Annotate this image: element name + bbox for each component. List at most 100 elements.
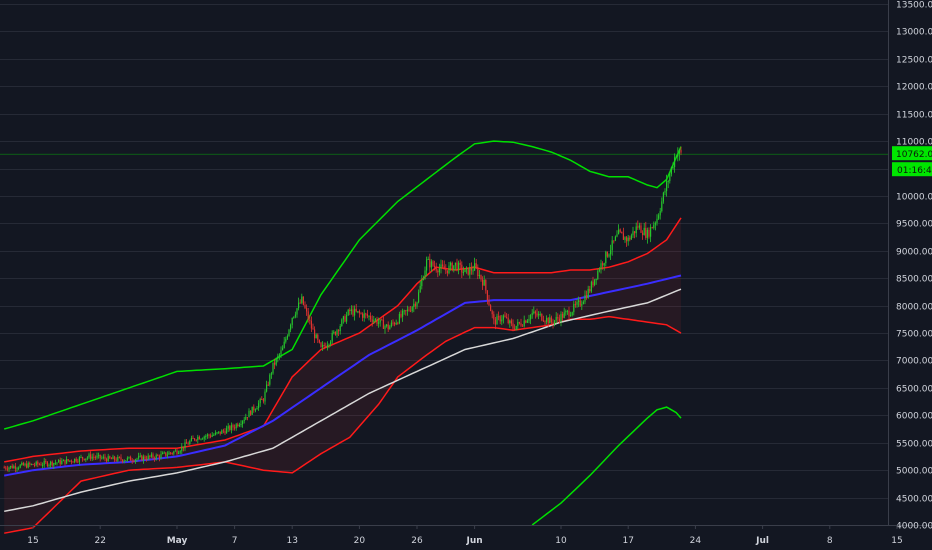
- candle-body: [394, 323, 396, 325]
- candle-body: [390, 322, 392, 327]
- candle-body: [341, 319, 343, 326]
- candle-body: [37, 461, 39, 465]
- candle-body: [269, 374, 271, 385]
- candle-body: [429, 259, 431, 268]
- candle-body: [421, 279, 423, 287]
- x-tick-label: 8: [827, 536, 833, 546]
- x-axis-ticks[interactable]: 15 22 May 7 13 20 26 Jun 10 17 24 Jul 8 15: [27, 525, 903, 546]
- candle-body: [480, 275, 482, 280]
- candle-body: [661, 201, 663, 212]
- candle-body: [534, 311, 536, 314]
- x-tick-label: 7: [232, 536, 238, 546]
- candle-body: [147, 455, 149, 460]
- candle-body: [466, 267, 468, 270]
- candle-body: [278, 354, 280, 357]
- candle-body: [202, 438, 204, 440]
- candle-body: [346, 315, 348, 322]
- candle-body: [306, 308, 308, 312]
- candle-body: [104, 456, 106, 459]
- candle-body: [122, 459, 124, 462]
- candle-body: [381, 319, 383, 321]
- candle-body: [112, 456, 114, 460]
- candle-body: [653, 224, 655, 229]
- candle-body: [613, 240, 615, 242]
- candle-body: [250, 410, 252, 415]
- candle-body: [442, 264, 444, 267]
- candle-body: [514, 328, 516, 330]
- candle-body: [107, 456, 109, 462]
- candle-body: [498, 316, 500, 318]
- last-price-label: 10762.00: [896, 150, 932, 160]
- candle-body: [222, 430, 224, 432]
- candle-body: [195, 440, 197, 441]
- candle-body: [350, 309, 352, 311]
- candle-body: [675, 156, 677, 158]
- candle-body: [603, 263, 605, 266]
- candle-body: [544, 321, 546, 323]
- candle-body: [197, 436, 199, 440]
- candle-body: [434, 265, 436, 267]
- candle-body: [640, 225, 642, 233]
- x-tick-label: 15: [27, 536, 38, 546]
- candle-body: [186, 442, 188, 444]
- candle-body: [562, 314, 564, 318]
- candle-body: [46, 462, 48, 466]
- candle-body: [64, 459, 66, 464]
- candle-body: [374, 319, 376, 321]
- candle-body: [187, 443, 189, 445]
- candle-body: [312, 328, 314, 330]
- candle-body: [355, 308, 357, 312]
- candle-body: [261, 399, 263, 400]
- moving-average-white: [4, 288, 682, 513]
- candle-body: [413, 303, 415, 307]
- indicator-lines: [4, 140, 682, 534]
- candle-body: [206, 434, 208, 437]
- candle-body: [438, 268, 440, 273]
- candle-body: [563, 312, 565, 318]
- candle-body: [357, 311, 359, 313]
- candle-body: [352, 309, 354, 316]
- candle-body: [304, 304, 306, 309]
- candle-body: [82, 457, 84, 459]
- candle-body: [530, 315, 532, 320]
- y-tick-label: 11000.00: [896, 138, 932, 148]
- candle-body: [115, 459, 117, 461]
- candle-body: [392, 322, 394, 324]
- candle-body: [461, 264, 463, 273]
- candle-body: [592, 281, 594, 286]
- candle-body: [262, 399, 264, 402]
- y-tick-label: 11500.00: [896, 111, 932, 121]
- candle-body: [142, 456, 144, 461]
- candle-body: [173, 451, 175, 454]
- candle-body: [550, 317, 552, 323]
- candle-body: [232, 425, 234, 428]
- candle-body: [347, 309, 349, 315]
- candle-body: [531, 313, 533, 316]
- candle-body: [648, 230, 650, 237]
- candle-body: [166, 454, 168, 456]
- candle-body: [296, 308, 298, 315]
- x-tick-label: 20: [354, 536, 366, 546]
- candle-body: [486, 290, 488, 300]
- candle-body: [10, 465, 12, 468]
- candle-body: [651, 227, 653, 229]
- candle-body: [72, 461, 74, 463]
- candle-body: [435, 267, 437, 271]
- candle-body: [677, 153, 679, 157]
- candle-body: [101, 457, 103, 459]
- candle-body: [595, 278, 597, 280]
- candle-body: [597, 270, 599, 279]
- candle-body: [358, 311, 360, 314]
- candle-body: [525, 320, 527, 323]
- candle-body: [469, 267, 471, 275]
- candle-body: [317, 334, 319, 340]
- candle-body: [256, 408, 258, 410]
- y-tick-label: 8000.00: [896, 303, 932, 313]
- candle-body: [210, 435, 212, 437]
- candle-body: [344, 316, 346, 322]
- candle-body: [109, 456, 111, 459]
- candle-body: [30, 464, 32, 465]
- candle-body: [618, 229, 620, 235]
